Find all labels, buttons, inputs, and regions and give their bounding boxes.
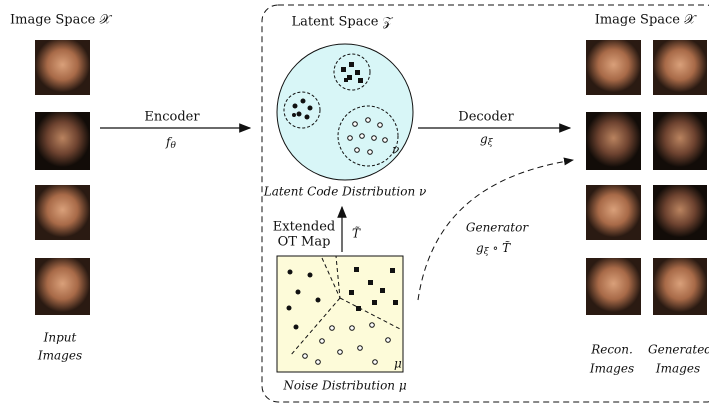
generator-symbol: gξ ∘ T̃	[476, 239, 511, 256]
ot-label: Extended	[273, 220, 335, 235]
noise-caption: Noise Distribution μ	[282, 379, 406, 393]
noise-region-label: μ	[394, 357, 402, 371]
ot-label: OT Map	[278, 235, 331, 250]
decoder-symbol: gξ	[480, 132, 494, 148]
generator-label: Generator	[466, 221, 529, 235]
right-title: Image Space 𝒳	[595, 13, 697, 28]
decoder-label: Decoder	[458, 110, 514, 125]
left-title: Image Space 𝒳	[10, 13, 112, 28]
input-faces	[35, 40, 90, 315]
recon-caption: Recon.	[590, 343, 633, 357]
latent-region-label: ν	[392, 143, 399, 157]
left-caption: Images	[37, 349, 82, 363]
encoder-symbol: fθ	[165, 135, 176, 151]
latent-caption: Latent Code Distribution ν	[263, 185, 427, 199]
generated-caption: Generated	[648, 343, 709, 357]
diagram: Image Space 𝒳 Input Images Encoder fθ La…	[0, 0, 709, 406]
encoder-label: Encoder	[144, 110, 200, 125]
latent-region	[277, 44, 413, 180]
recon-caption: Images	[589, 362, 634, 376]
output-faces	[586, 40, 707, 315]
latent-title: Latent Space 𝒵	[291, 15, 393, 30]
generated-caption: Images	[655, 362, 700, 376]
left-caption: Input	[43, 331, 77, 345]
ot-symbol: T̃	[352, 225, 361, 240]
